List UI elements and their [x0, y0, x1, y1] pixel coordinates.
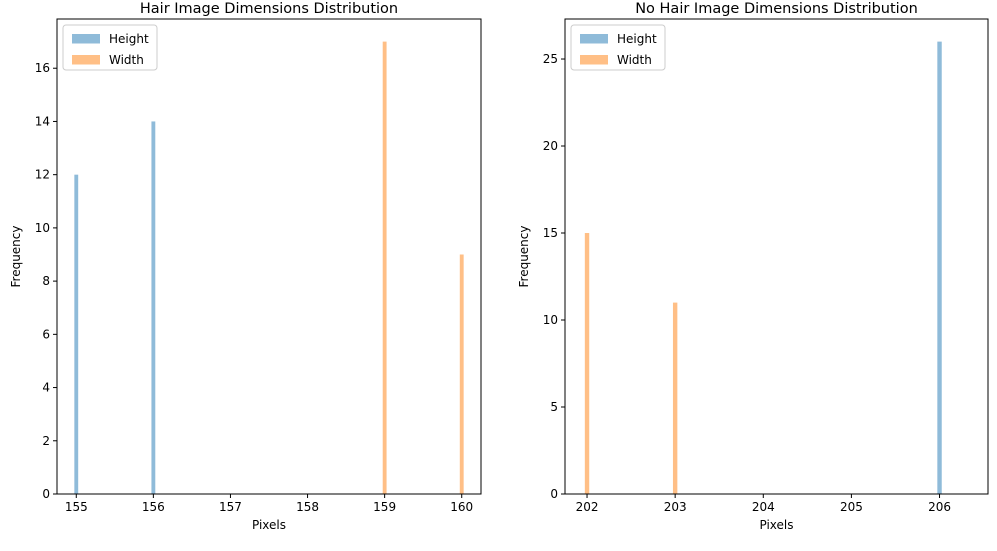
x-tick-label: 206	[928, 500, 951, 514]
legend: Height Width	[62, 24, 158, 71]
y-tick-label: 0	[42, 487, 50, 501]
x-tick-label: 157	[219, 500, 242, 514]
legend-swatch-height	[72, 34, 100, 44]
y-tick-label: 2	[42, 434, 50, 448]
y-axis-label: Frequency	[517, 226, 531, 288]
x-tick-label: 202	[576, 500, 599, 514]
y-tick-label: 16	[35, 61, 50, 75]
legend-swatch-width	[72, 55, 100, 65]
legend-label-height: Height	[109, 32, 149, 46]
y-axis-label: Frequency	[9, 226, 23, 288]
x-tick-label: 205	[840, 500, 863, 514]
x-tick-label: 204	[752, 500, 775, 514]
bar-width-203	[672, 302, 678, 494]
chart-title: No Hair Image Dimensions Distribution	[635, 1, 918, 17]
bar-height-206	[937, 41, 942, 494]
y-tick-label: 25	[543, 52, 558, 66]
chart-title: Hair Image Dimensions Distribution	[140, 1, 398, 17]
x-tick-label: 159	[373, 500, 396, 514]
bar-height-156	[151, 121, 156, 494]
bar-width-202	[584, 233, 590, 494]
x-tick-label: 203	[664, 500, 687, 514]
y-tick-label: 14	[35, 114, 50, 128]
y-tick-label: 4	[42, 381, 50, 395]
axes-frame	[56, 18, 482, 495]
legend-label-width: Width	[617, 53, 652, 67]
x-tick-label: 160	[450, 500, 473, 514]
bar-width-159	[382, 41, 387, 494]
legend-label-height: Height	[617, 32, 657, 46]
x-axis-label: Pixels	[759, 518, 793, 532]
x-tick-label: 155	[65, 500, 88, 514]
no-hair-dimensions-chart: 202 203 204 205 206 0 5 10 15 20 25 No Hair Image D…	[517, 1, 989, 532]
hair-dimensions-chart: 155 156 157 158 159 160 0 2 4 6 8 10 12 14 16 Hair Imag…	[9, 1, 482, 532]
bar-height-155	[74, 174, 79, 494]
x-tick-label: 156	[142, 500, 165, 514]
legend-swatch-height	[580, 34, 608, 44]
legend-label-width: Width	[109, 53, 144, 67]
y-tick-label: 10	[35, 221, 50, 235]
x-axis-label: Pixels	[252, 518, 286, 532]
axes-frame	[564, 18, 989, 495]
y-tick-label: 8	[42, 274, 50, 288]
legend: Height Width	[570, 24, 666, 71]
y-tick-label: 10	[543, 313, 558, 327]
y-tick-label: 12	[35, 168, 50, 182]
y-tick-label: 5	[550, 400, 558, 414]
x-tick-label: 158	[296, 500, 319, 514]
y-tick-label: 20	[543, 139, 558, 153]
bar-width-160	[459, 254, 464, 494]
y-tick-label: 0	[550, 487, 558, 501]
legend-swatch-width	[580, 55, 608, 65]
y-tick-label: 15	[543, 226, 558, 240]
y-tick-label: 6	[42, 327, 50, 341]
